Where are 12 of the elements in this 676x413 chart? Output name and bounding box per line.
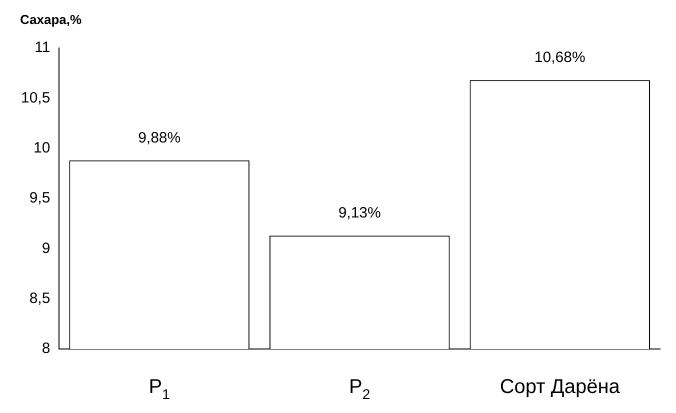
x-tick-label: Сорт Дарёна [500, 376, 621, 398]
y-axis-title: Сахара,% [20, 12, 82, 27]
y-tick-label: 9,5 [29, 190, 50, 207]
data-label: 9,88% [138, 129, 181, 146]
y-tick-label: 9 [42, 240, 50, 257]
y-tick-label: 10 [34, 139, 50, 156]
y-tick-label: 8,5 [29, 290, 50, 307]
data-label: 9,13% [338, 204, 381, 222]
y-tick-label: 10,5 [20, 89, 50, 106]
y-tick-label: 11 [34, 39, 50, 56]
data-label: 10,68% [534, 49, 586, 66]
y-tick-label: 8 [42, 340, 50, 358]
